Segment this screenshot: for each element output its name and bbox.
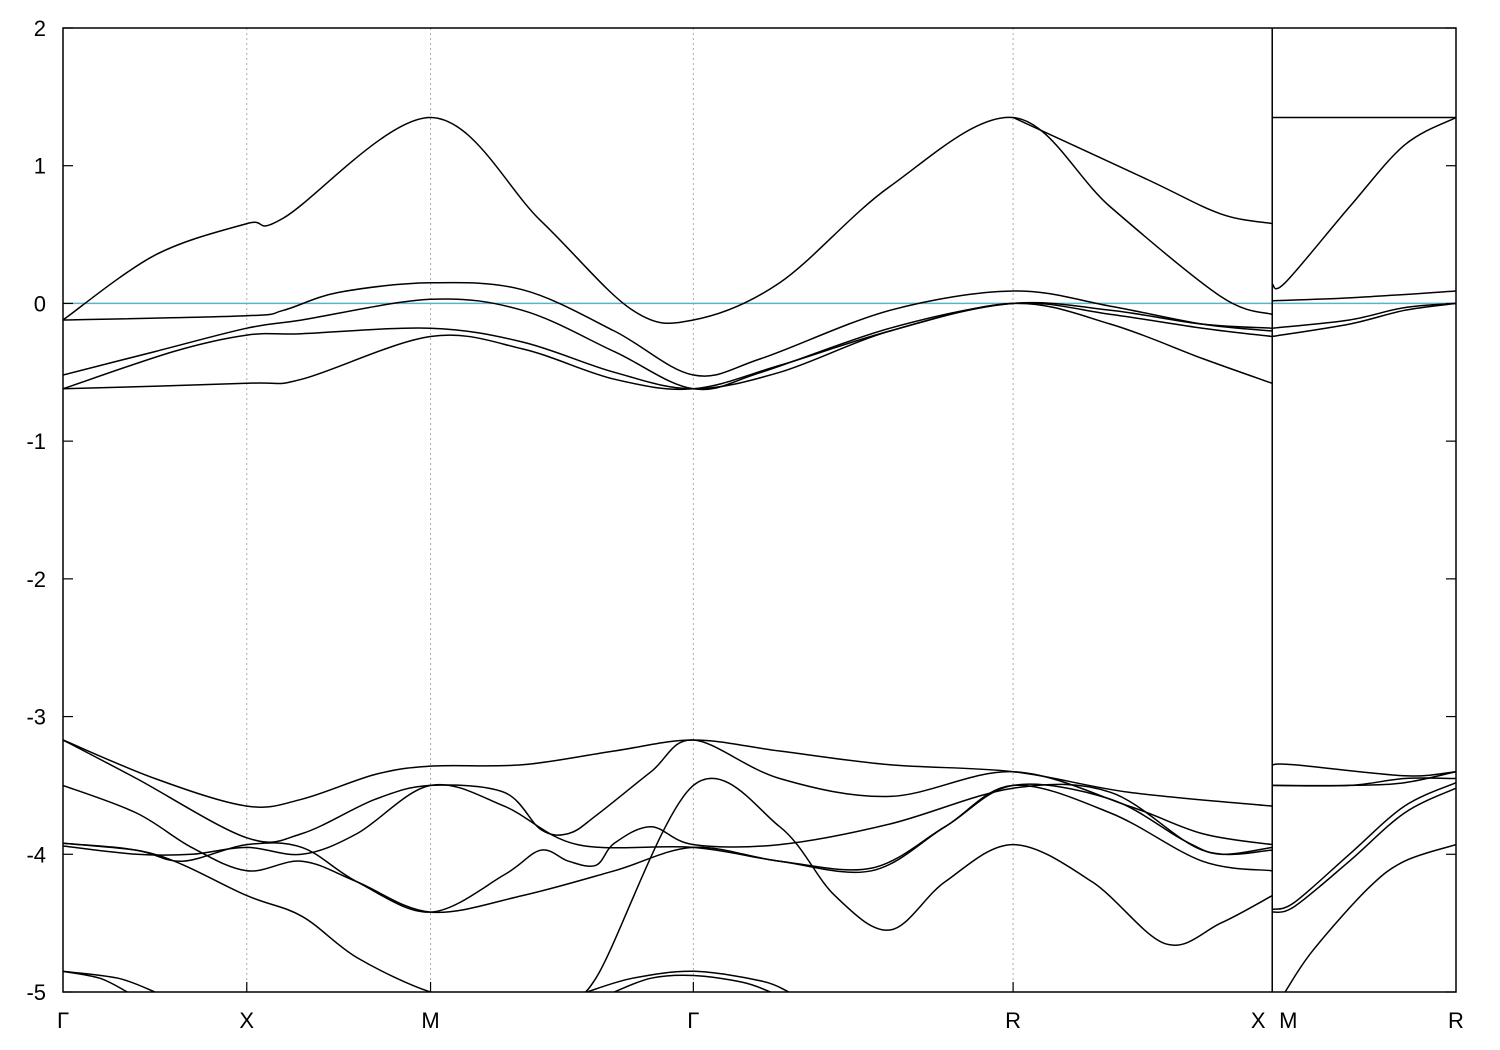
- band-line-10: [1272, 302, 1456, 338]
- band-line-8: [1272, 290, 1456, 302]
- y-tick-label-7: -5: [26, 980, 46, 1005]
- band-line-2: [63, 281, 1273, 377]
- band-line-26: [1272, 787, 1456, 913]
- y-tick-label-1: 1: [34, 154, 46, 179]
- y-tick-label-0: 2: [34, 16, 46, 41]
- band-line-11: [63, 739, 1273, 808]
- band-line-7: [1271, 116, 1456, 290]
- band-lines: [63, 116, 1456, 992]
- x-tick-label-5: X: [1251, 1008, 1266, 1033]
- band-line-25: [1271, 782, 1456, 911]
- band-line-5: [63, 302, 1273, 391]
- band-line-15: [63, 783, 1273, 874]
- y-axis: 2 1 0 -1 -2 -3 -4 -5: [26, 16, 1456, 1005]
- x-tick-label-2: M: [421, 1008, 439, 1033]
- band-line-22: [1272, 763, 1456, 777]
- band-line-12: [63, 739, 1273, 846]
- band-line-27: [1284, 843, 1456, 992]
- band-line-20: [586, 970, 790, 992]
- plot-frame: [62, 27, 1457, 993]
- x-tick-label-1: X: [239, 1008, 254, 1033]
- grid-lines: [246, 28, 1273, 992]
- band-line-14: [63, 783, 1273, 913]
- x-tick-label-6: M: [1279, 1008, 1297, 1033]
- y-tick-label-6: -4: [26, 842, 46, 867]
- band-line-1: [1012, 116, 1273, 225]
- x-tick-label-3: Γ: [687, 1008, 699, 1033]
- y-tick-label-2: 0: [34, 291, 46, 316]
- band-line-17: [584, 777, 1273, 992]
- y-tick-label-5: -3: [26, 705, 46, 730]
- band-line-21: [614, 974, 771, 992]
- band-line-16: [63, 842, 434, 992]
- x-tick-label-4: R: [1005, 1008, 1021, 1033]
- band-line-3: [63, 298, 1273, 391]
- plot-border: [62, 27, 1457, 993]
- y-tick-label-3: -1: [26, 429, 46, 454]
- y-tick-label-4: -2: [26, 567, 46, 592]
- x-tick-label-0: Γ: [57, 1008, 69, 1033]
- band-line-19: [63, 970, 128, 992]
- x-tick-label-7: R: [1448, 1008, 1464, 1033]
- band-line-0: [63, 116, 1273, 324]
- band-line-9: [1272, 302, 1456, 329]
- band-line-24: [1272, 777, 1456, 787]
- band-line-4: [63, 302, 1273, 390]
- band-line-13: [63, 783, 1273, 914]
